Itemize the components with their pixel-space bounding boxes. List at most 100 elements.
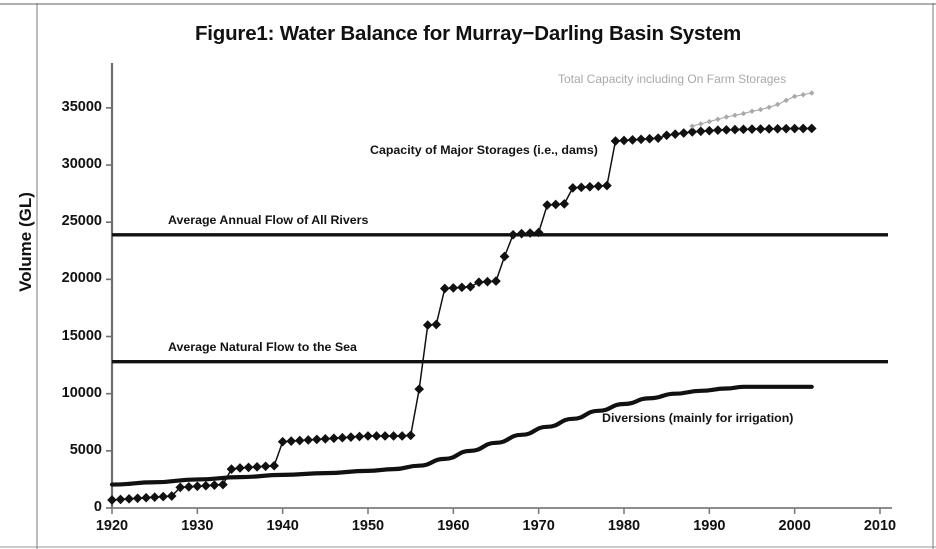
data-point [747,124,757,134]
data-point [593,181,604,192]
data-point [286,436,297,446]
data-point [371,431,382,441]
annotation-annual-flow: Average Annual Flow of All Rivers [168,213,369,227]
x-tick-label: 1960 [437,518,470,534]
x-tick-label: 1920 [95,518,129,534]
data-point [550,199,561,210]
scan-edge-top [0,3,936,5]
data-point [781,123,791,134]
data-point [798,123,809,134]
annotation-natural-flow: Average Natural Flow to the Sea [168,340,357,354]
data-point [183,482,194,492]
data-point [397,431,407,441]
data-point [252,462,262,472]
annotation-major-storages: Capacity of Major Storages (i.e., dams) [370,143,598,157]
data-point [738,124,749,135]
data-point [806,123,817,134]
data-point [363,431,373,441]
data-point [713,125,723,135]
data-point [644,133,655,144]
data-point [201,480,211,491]
chart-title: Figure1: Water Balance for Murray−Darlin… [194,22,742,45]
data-point [715,116,721,123]
data-point [755,124,766,134]
data-point [516,228,527,239]
data-point [689,123,695,129]
data-point [661,130,672,141]
x-tick-label: 1940 [266,518,299,534]
data-point [653,133,663,143]
data-point [269,460,279,471]
data-point [346,432,356,442]
data-point [764,124,774,134]
data-point [226,464,237,474]
data-point [329,433,339,444]
data-point [602,180,612,191]
annotation-diversions: Diversions (mainly for irrigation) [602,411,794,425]
data-point [405,430,416,441]
data-point [414,384,425,394]
x-tick-label: 1950 [351,518,385,534]
data-point [465,281,476,292]
data-point [499,251,510,262]
data-point [158,491,169,502]
y-tick-label: 35000 [61,98,102,115]
data-point [687,127,698,137]
series-line [111,127,812,501]
data-point [542,200,553,210]
data-point [294,435,305,446]
data-point [380,431,390,441]
reference-lines [112,233,888,364]
data-point [730,124,740,135]
y-tick-label: 0 [93,499,102,515]
data-point [218,479,228,490]
data-point [491,276,501,286]
data-point [422,320,433,330]
x-tick-label: 1980 [607,518,641,534]
data-point [115,494,126,505]
data-point [698,121,704,127]
data-point [439,283,450,294]
data-point [766,104,772,111]
data-point [809,90,815,96]
data-point [678,128,689,138]
data-point [388,431,399,441]
data-point [740,110,747,117]
data-point [337,432,348,443]
data-point [124,494,134,504]
data-point [670,129,681,139]
y-tick-label: 30000 [61,156,102,173]
annotation-total-capacity: Total Capacity including On Farm Storage… [558,72,787,86]
scan-edge-right [932,3,934,549]
data-point [636,134,646,145]
x-tick-label: 2010 [863,518,897,534]
data-point [791,93,798,100]
data-point [695,126,706,137]
data-point [732,112,738,119]
y-tick-label: 10000 [61,384,102,401]
data-point [800,91,806,98]
data-point [474,277,484,288]
data-point [166,491,177,501]
data-point [132,493,143,504]
data-point [482,276,493,287]
data-point [706,118,713,125]
data-point [749,108,755,115]
data-point [209,480,220,490]
data-point [235,463,245,473]
data-point [175,482,186,493]
scan-edge-bottom [0,546,936,548]
scan-edge-left [36,3,38,549]
data-point [107,495,117,505]
y-tick-label: 25000 [61,213,102,230]
data-point [567,183,578,193]
data-point [757,106,764,113]
data-point [525,228,535,238]
data-point [431,319,442,330]
data-point [610,136,621,146]
data-point [457,282,467,293]
data-point [627,135,638,145]
data-point [508,229,518,240]
data-point [533,227,544,238]
